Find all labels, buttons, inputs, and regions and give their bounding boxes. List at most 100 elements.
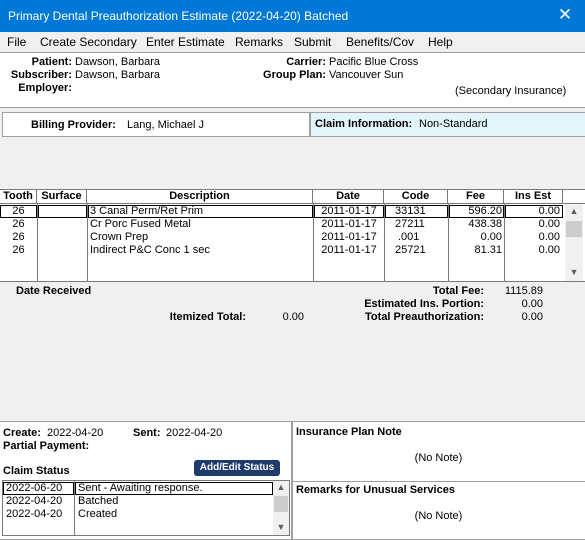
estimated-ins-portion-value: 0.00 — [521, 298, 543, 310]
code-cell: .001 — [398, 231, 420, 243]
total-preauthorization-value: 0.00 — [521, 311, 543, 323]
total-preauthorization-label: Total Preauthorization: — [365, 311, 484, 323]
status-scrollbar[interactable]: ▲ ▼ — [273, 481, 289, 535]
code-cell: 25721 — [395, 244, 426, 256]
scroll-down-icon[interactable]: ▼ — [276, 522, 286, 532]
claim-information-value: Non-Standard — [419, 118, 488, 130]
procedure-row[interactable]: 26 Indirect P&C Conc 1 sec 2011-01-17 25… — [0, 244, 565, 257]
patient-label: Patient: — [31, 56, 72, 68]
fee-cell: 0.00 — [480, 231, 502, 243]
menu-benefits-cov[interactable]: Benefits/Cov — [346, 35, 415, 49]
title-bar: Primary Dental Preauthorization Estimate… — [0, 0, 585, 32]
description-cell: Cr Porc Fused Metal — [90, 218, 191, 230]
itemized-total-label: Itemized Total: — [169, 311, 246, 323]
column-header-fee[interactable]: Fee — [448, 190, 504, 203]
tooth-cell: 26 — [12, 231, 25, 243]
fee-cell: 596.20 — [449, 205, 504, 218]
add-edit-status-button[interactable]: Add/Edit Status — [194, 460, 280, 476]
grid-scrollbar[interactable]: ▲ ▼ — [565, 204, 583, 281]
ins-est-cell: 0.00 — [505, 205, 563, 218]
status-date-cell: 2022-04-20 — [6, 508, 63, 520]
code-cell: 27211 — [395, 218, 425, 230]
column-header-code[interactable]: Code — [384, 190, 448, 203]
tooth-cell: 26 — [12, 218, 25, 230]
scroll-up-icon[interactable]: ▲ — [569, 206, 579, 216]
remarks-unusual-services-value: (No Note) — [414, 510, 463, 522]
close-icon[interactable]: ✕ — [557, 5, 573, 24]
total-fee-label: Total Fee: — [432, 285, 484, 297]
ins-est-cell: 0.00 — [538, 218, 560, 230]
create-value: 2022-04-20 — [47, 427, 104, 439]
column-header-tooth[interactable]: Tooth — [0, 190, 37, 203]
subscriber-value: Dawson, Barbara — [75, 69, 160, 81]
menu-file[interactable]: File — [7, 35, 27, 49]
date-cell: 2011-01-17 — [321, 231, 377, 243]
claim-information-label: Claim Information: — [315, 118, 413, 130]
remarks-unusual-services-panel: Remarks for Unusual Services (No Note) — [292, 481, 585, 540]
claim-status-label: Claim Status — [3, 465, 70, 477]
patient-info-panel: Patient: Dawson, Barbara Subscriber: Daw… — [0, 52, 585, 108]
surface-cell — [38, 244, 87, 257]
partial-payment-label: Partial Payment: — [3, 440, 90, 452]
status-row[interactable]: 2022-04-20 Batched — [3, 495, 273, 508]
sent-value: 2022-04-20 — [166, 427, 223, 439]
menu-remarks[interactable]: Remarks — [235, 35, 284, 49]
surface-cell — [38, 231, 87, 244]
column-header-description[interactable]: Description — [87, 190, 313, 203]
insurance-plan-note-value: (No Note) — [414, 452, 463, 464]
column-header-date[interactable]: Date — [313, 190, 384, 203]
scrollbar-thumb[interactable] — [566, 221, 582, 237]
procedure-row[interactable]: 26 Crown Prep 2011-01-17 .001 0.00 0.00 — [0, 231, 565, 244]
billing-provider-panel: Billing Provider: Lang, Michael J — [2, 112, 310, 137]
date-received-label: Date Received — [16, 285, 92, 297]
status-row[interactable]: 2022-04-20 Created — [3, 508, 273, 521]
claim-information-panel: Claim Information: Non-Standard — [310, 112, 585, 137]
code-cell: 33131 — [385, 205, 448, 218]
window-title: Primary Dental Preauthorization Estimate… — [8, 9, 349, 23]
scroll-up-icon[interactable]: ▲ — [276, 482, 286, 492]
description-cell: 3 Canal Perm/Ret Prim — [88, 205, 313, 218]
secondary-insurance-note: (Secondary Insurance) — [455, 85, 567, 97]
column-header-ins-est[interactable]: Ins Est — [504, 190, 563, 203]
date-cell: 2011-01-17 — [321, 218, 377, 230]
description-cell: Crown Prep — [90, 231, 149, 243]
scrollbar-thumb[interactable] — [274, 496, 288, 512]
itemized-total-value: 0.00 — [282, 311, 304, 323]
estimated-ins-portion-label: Estimated Ins. Portion: — [364, 298, 484, 310]
status-text-cell: Batched — [78, 495, 119, 507]
procedure-grid: 26 3 Canal Perm/Ret Prim 2011-01-17 3313… — [0, 204, 585, 282]
carrier-label: Carrier: — [286, 56, 326, 68]
date-cell: 2011-01-17 — [314, 205, 384, 218]
procedure-grid-header: Tooth Surface Description Date Code Fee … — [0, 189, 585, 204]
tooth-cell: 26 — [12, 244, 25, 256]
procedure-row[interactable]: 26 3 Canal Perm/Ret Prim 2011-01-17 3313… — [0, 205, 565, 218]
menu-enter-estimate[interactable]: Enter Estimate — [146, 35, 225, 49]
status-text-cell: Sent - Awaiting response. — [75, 482, 273, 495]
tooth-cell: 26 — [0, 205, 37, 218]
status-date-cell: 2022-04-20 — [6, 495, 63, 507]
menu-create-secondary[interactable]: Create Secondary — [40, 35, 137, 49]
fee-cell: 438.38 — [468, 218, 502, 230]
remarks-unusual-services-label: Remarks for Unusual Services — [296, 484, 455, 496]
menu-submit[interactable]: Submit — [294, 35, 332, 49]
billing-provider-label: Billing Provider: — [31, 119, 116, 131]
status-text-cell: Created — [78, 508, 118, 520]
status-date-cell: 2022-06-20 — [3, 482, 74, 495]
employer-label: Employer: — [18, 82, 72, 94]
carrier-value: Pacific Blue Cross — [329, 56, 419, 68]
group-plan-label: Group Plan: — [263, 69, 326, 81]
subscriber-label: Subscriber: — [10, 69, 72, 81]
total-fee-value: 1115.89 — [504, 285, 543, 297]
description-cell: Indirect P&C Conc 1 sec — [90, 244, 210, 256]
menu-help[interactable]: Help — [428, 35, 453, 49]
scroll-down-icon[interactable]: ▼ — [569, 267, 579, 277]
create-label: Create: — [3, 427, 41, 439]
procedure-row[interactable]: 26 Cr Porc Fused Metal 2011-01-17 27211 … — [0, 218, 565, 231]
insurance-plan-note-label: Insurance Plan Note — [296, 426, 402, 438]
status-row[interactable]: 2022-06-20 Sent - Awaiting response. — [3, 482, 273, 495]
patient-value: Dawson, Barbara — [75, 56, 160, 68]
insurance-plan-note-panel: Insurance Plan Note (No Note) — [292, 421, 585, 482]
group-plan-value: Vancouver Sun — [329, 69, 404, 81]
date-cell: 2011-01-17 — [321, 244, 377, 256]
column-header-surface[interactable]: Surface — [37, 190, 87, 203]
